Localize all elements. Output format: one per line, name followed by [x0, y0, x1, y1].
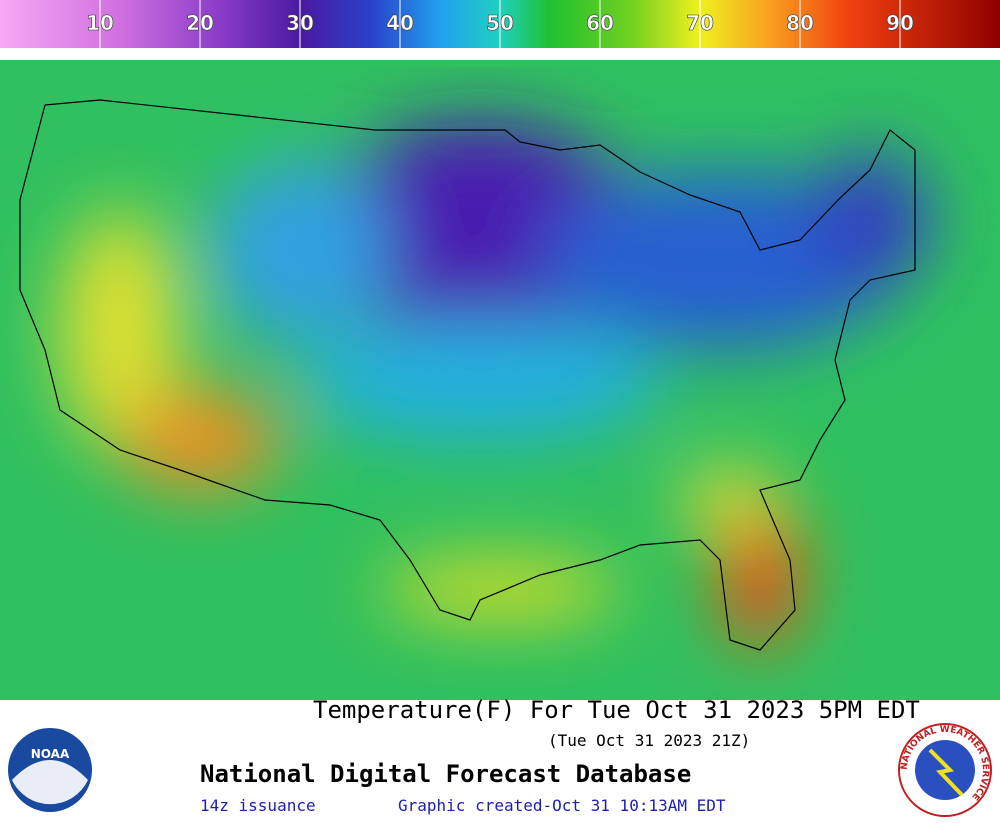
tick-label: 80 — [786, 11, 814, 35]
tick-label: 70 — [686, 11, 714, 35]
noaa-text: NOAA — [31, 747, 70, 761]
database-name: National Digital Forecast Database — [200, 760, 691, 788]
tick-label: 40 — [386, 11, 414, 35]
color-bar-ticks: 10 20 30 40 50 60 70 80 90 — [86, 0, 914, 48]
tick-label: 60 — [586, 11, 614, 35]
nws-logo: NATIONAL WEATHER SERVICE — [898, 723, 992, 817]
created: Graphic created-Oct 31 10:13AM EDT — [398, 796, 726, 815]
noaa-logo: NOAA — [8, 728, 92, 812]
temperature-map — [0, 60, 1000, 700]
tick-label: 20 — [186, 11, 214, 35]
tick-label: 50 — [486, 11, 514, 35]
map-subtitle: (Tue Oct 31 2023 21Z) — [548, 731, 750, 750]
tick-label: 10 — [86, 11, 114, 35]
tick-label: 90 — [886, 11, 914, 35]
map-title: Temperature(F) For Tue Oct 31 2023 5PM E… — [313, 696, 920, 724]
issuance: 14z issuance — [200, 796, 316, 815]
tick-label: 30 — [286, 11, 314, 35]
